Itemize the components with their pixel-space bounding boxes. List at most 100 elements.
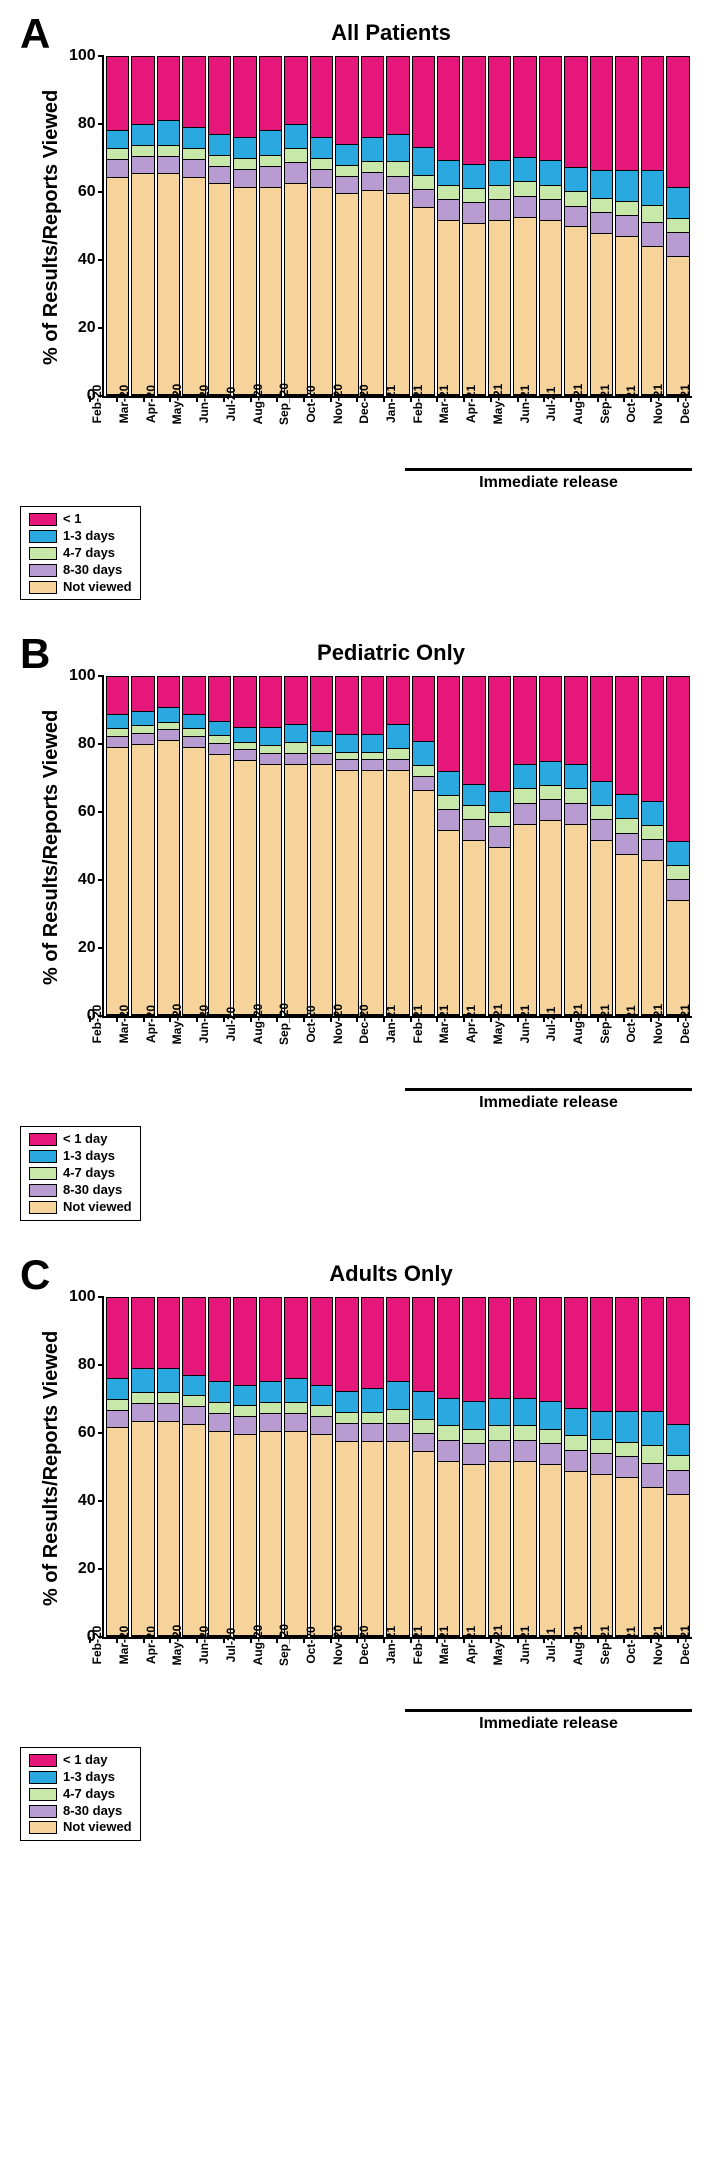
seg-1-3 — [183, 1376, 204, 1397]
seg-8-30 — [565, 804, 586, 825]
seg-lt1 — [311, 1298, 332, 1386]
stacked-bar — [386, 676, 409, 1016]
stacked-bar — [208, 676, 231, 1016]
legend-swatch — [29, 547, 57, 560]
stacked-bar — [615, 56, 638, 396]
seg-8-30 — [336, 760, 357, 771]
seg-4-7 — [234, 1406, 255, 1417]
stacked-bar — [437, 1297, 460, 1637]
legend-swatch — [29, 1133, 57, 1146]
legend-swatch — [29, 1150, 57, 1163]
stacked-bar — [335, 676, 358, 1016]
x-tick-label: Mar-21 — [425, 398, 450, 468]
seg-notviewed — [336, 194, 357, 395]
immediate-release-marker: Immediate release — [92, 468, 692, 496]
seg-lt1 — [387, 57, 408, 135]
seg-4-7 — [565, 1436, 586, 1450]
seg-lt1 — [209, 1298, 230, 1382]
seg-notviewed — [311, 1435, 332, 1636]
stacked-bar — [361, 1297, 384, 1637]
seg-8-30 — [616, 1457, 637, 1478]
seg-notviewed — [260, 1432, 281, 1636]
seg-8-30 — [336, 1424, 357, 1442]
seg-lt1 — [260, 57, 281, 131]
x-tick-label: May-20 — [158, 1639, 183, 1709]
seg-4-7 — [387, 749, 408, 760]
seg-8-30 — [540, 200, 561, 221]
x-tick-label: Feb-20 — [78, 398, 103, 468]
legend-item: < 1 day — [29, 1131, 132, 1148]
seg-notviewed — [209, 184, 230, 395]
x-tick-label: Mar-20 — [105, 1639, 130, 1709]
x-tick-label: Jan-21 — [372, 398, 397, 468]
legend-label: 4-7 days — [63, 1786, 115, 1803]
seg-8-30 — [234, 170, 255, 188]
stacked-bar — [310, 56, 333, 396]
seg-4-7 — [183, 1396, 204, 1407]
stacked-bar — [590, 56, 613, 396]
seg-notviewed — [591, 1475, 612, 1636]
seg-notviewed — [183, 178, 204, 395]
x-tick-label: Nov-20 — [318, 398, 343, 468]
seg-4-7 — [642, 826, 663, 840]
stacked-bar — [666, 676, 689, 1016]
seg-lt1 — [540, 57, 561, 161]
seg-lt1 — [107, 1298, 128, 1379]
y-axis-label: % of Results/Reports Viewed — [40, 1297, 63, 1639]
legend-swatch — [29, 513, 57, 526]
x-tick-label: Nov-21 — [639, 1639, 664, 1709]
seg-8-30 — [463, 820, 484, 841]
chart-panel: CAdults Only% of Results/Reports Viewed1… — [20, 1261, 692, 1841]
seg-8-30 — [642, 1464, 663, 1488]
seg-4-7 — [514, 182, 535, 196]
seg-8-30 — [311, 170, 332, 188]
legend-item: 8-30 days — [29, 1803, 132, 1820]
seg-lt1 — [336, 57, 357, 145]
seg-1-3 — [158, 1369, 179, 1393]
seg-notviewed — [667, 901, 688, 1015]
x-tick-label: Jul-20 — [212, 1639, 237, 1709]
seg-1-3 — [183, 715, 204, 729]
seg-4-7 — [260, 746, 281, 754]
seg-notviewed — [642, 247, 663, 395]
seg-4-7 — [336, 166, 357, 177]
chart-title: Adults Only — [90, 1261, 692, 1287]
seg-lt1 — [183, 57, 204, 128]
seg-4-7 — [285, 149, 306, 163]
seg-lt1 — [183, 1298, 204, 1376]
x-tick-label: Apr-21 — [452, 1018, 477, 1088]
y-axis-label: % of Results/Reports Viewed — [40, 676, 63, 1018]
seg-lt1 — [540, 1298, 561, 1402]
stacked-bar — [182, 1297, 205, 1637]
x-axis: Feb-20Mar-20Apr-20May-20Jun-20Jul-20Aug-… — [20, 398, 692, 468]
seg-lt1 — [387, 677, 408, 725]
seg-1-3 — [132, 125, 153, 146]
seg-lt1 — [591, 57, 612, 171]
x-tick-label: Oct-20 — [292, 398, 317, 468]
seg-lt1 — [667, 1298, 688, 1426]
seg-1-3 — [616, 795, 637, 819]
x-tick-label: Jan-21 — [372, 1018, 397, 1088]
seg-notviewed — [311, 765, 332, 1016]
seg-lt1 — [616, 57, 637, 171]
seg-4-7 — [209, 156, 230, 167]
seg-4-7 — [463, 189, 484, 203]
seg-lt1 — [463, 1298, 484, 1402]
immediate-release-marker: Immediate release — [92, 1088, 692, 1116]
seg-8-30 — [565, 207, 586, 228]
seg-4-7 — [667, 1456, 688, 1470]
seg-notviewed — [183, 748, 204, 1015]
stacked-bar — [513, 1297, 536, 1637]
x-tick-label: May-21 — [479, 1639, 504, 1709]
seg-notviewed — [591, 841, 612, 1015]
seg-notviewed — [183, 1425, 204, 1636]
seg-lt1 — [463, 57, 484, 165]
plot-area — [102, 1297, 692, 1639]
legend-item: 4-7 days — [29, 1165, 132, 1182]
x-tick-label: Sep_20 — [265, 1639, 290, 1709]
legend-swatch — [29, 1788, 57, 1801]
seg-notviewed — [387, 1442, 408, 1636]
seg-8-30 — [438, 1441, 459, 1462]
seg-8-30 — [285, 163, 306, 184]
legend-item: 8-30 days — [29, 1182, 132, 1199]
